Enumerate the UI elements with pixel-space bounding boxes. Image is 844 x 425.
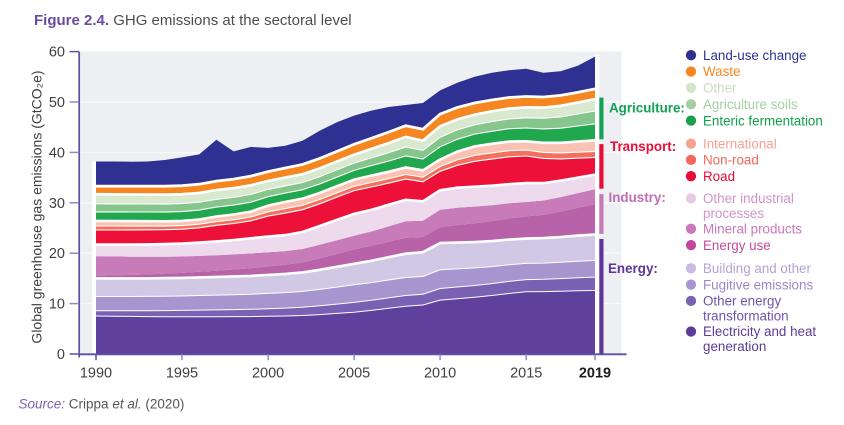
svg-text:2015: 2015 xyxy=(510,366,542,382)
svg-text:Energy:: Energy: xyxy=(608,261,658,276)
svg-text:Waste: Waste xyxy=(703,64,740,79)
svg-text:2019: 2019 xyxy=(579,366,611,382)
svg-text:Land-use change: Land-use change xyxy=(703,48,807,63)
svg-text:1995: 1995 xyxy=(166,366,198,382)
svg-text:International: International xyxy=(703,136,777,151)
svg-text:0: 0 xyxy=(57,347,65,363)
svg-text:Agriculture soils: Agriculture soils xyxy=(703,97,798,112)
svg-text:Global greenhouse gas emission: Global greenhouse gas emissions (GtCO₂e) xyxy=(29,70,45,343)
svg-text:Electricity and heat: Electricity and heat xyxy=(703,324,816,339)
svg-text:2005: 2005 xyxy=(338,366,370,382)
svg-text:Agriculture:: Agriculture: xyxy=(609,101,685,116)
svg-text:Figure 2.4. GHG emissions at t: Figure 2.4. GHG emissions at the sectora… xyxy=(34,12,352,29)
svg-text:Mineral products: Mineral products xyxy=(703,222,802,237)
svg-text:Other: Other xyxy=(703,81,737,96)
svg-text:2000: 2000 xyxy=(252,366,284,382)
svg-text:30: 30 xyxy=(49,196,65,212)
svg-text:20: 20 xyxy=(49,246,65,262)
svg-text:Non-road: Non-road xyxy=(703,153,759,168)
svg-text:Industry:: Industry: xyxy=(609,190,666,205)
svg-text:2010: 2010 xyxy=(424,366,456,382)
svg-text:40: 40 xyxy=(49,145,65,161)
svg-text:60: 60 xyxy=(49,45,65,61)
svg-text:Fugitive emissions: Fugitive emissions xyxy=(703,277,813,292)
svg-text:1990: 1990 xyxy=(80,366,112,382)
svg-text:Enteric fermentation: Enteric fermentation xyxy=(703,113,823,128)
svg-text:Building and other: Building and other xyxy=(703,261,811,276)
svg-text:Energy use: Energy use xyxy=(703,238,771,253)
svg-text:Other industrial: Other industrial xyxy=(703,191,794,206)
svg-text:10: 10 xyxy=(49,297,65,313)
svg-text:Source: Crippa et al. (2020): Source: Crippa et al. (2020) xyxy=(19,397,185,412)
svg-text:Road: Road xyxy=(703,169,735,184)
svg-text:generation: generation xyxy=(703,339,766,354)
svg-text:processes: processes xyxy=(703,206,764,221)
svg-text:50: 50 xyxy=(49,95,65,111)
svg-text:Other energy: Other energy xyxy=(703,294,781,309)
svg-text:Transport:: Transport: xyxy=(610,139,676,154)
svg-text:transformation: transformation xyxy=(703,308,789,323)
